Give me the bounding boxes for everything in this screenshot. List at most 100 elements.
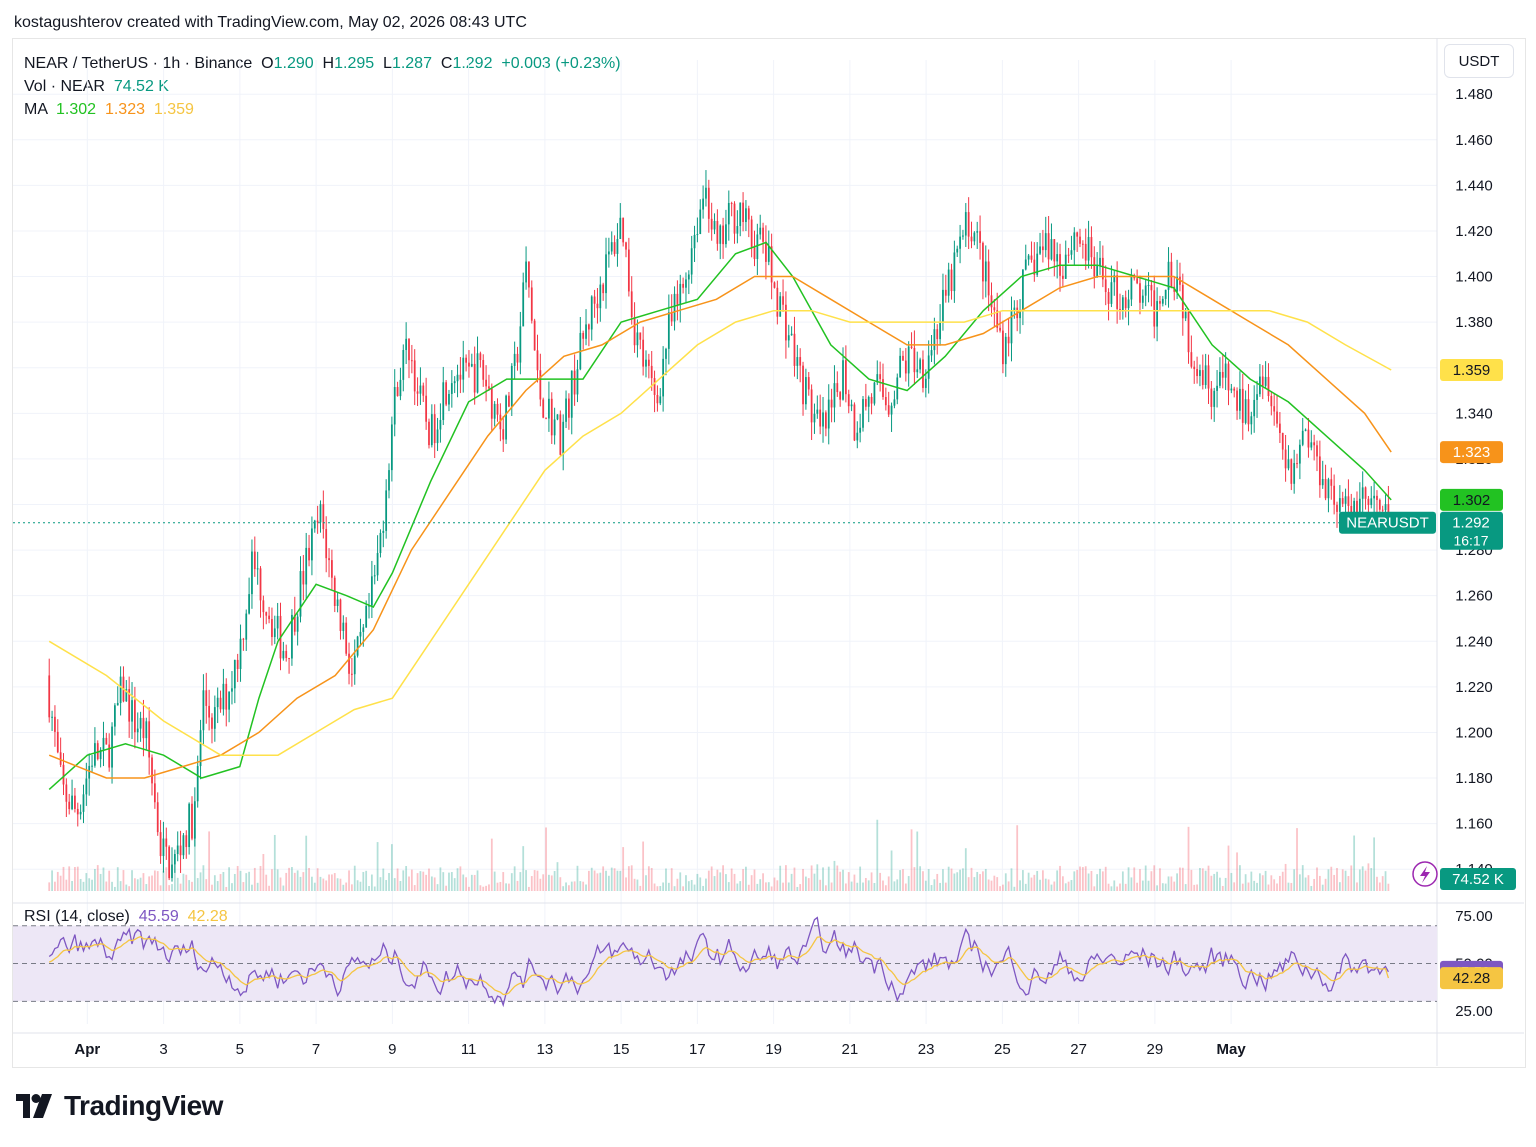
candle-body <box>1207 365 1210 389</box>
volume-bar <box>785 865 787 891</box>
volume-bar <box>1250 871 1253 891</box>
tradingview-logo[interactable]: TradingView <box>16 1090 223 1122</box>
volume-bar <box>793 867 796 891</box>
volume-bar <box>1101 871 1104 891</box>
candle-body <box>539 370 542 400</box>
candle-body <box>727 203 730 225</box>
volume-bar <box>702 885 704 891</box>
candle-body <box>305 547 308 585</box>
volume-bar <box>299 876 302 891</box>
candle-body <box>525 261 527 283</box>
volume-bar <box>593 870 596 891</box>
candle-body <box>399 379 402 397</box>
candle-body <box>1196 369 1198 377</box>
volume-bar <box>893 881 896 891</box>
candle-body <box>536 350 539 371</box>
candle-body <box>645 359 647 367</box>
volume-bar <box>622 847 625 891</box>
volume-bar <box>493 871 496 891</box>
volume-bar <box>425 874 428 891</box>
candle-body <box>902 355 904 361</box>
candle-body <box>916 369 919 373</box>
volume-bar <box>325 880 328 891</box>
candle-body <box>1027 255 1030 260</box>
candle-body <box>896 377 899 400</box>
candle-body <box>1370 498 1373 506</box>
candle-body <box>816 409 819 414</box>
volume-bar <box>1264 870 1267 891</box>
volume-bar <box>370 874 373 891</box>
volume-bar <box>319 876 322 891</box>
candle-body <box>1227 363 1230 391</box>
volume-bar <box>1307 875 1310 891</box>
candle-body <box>1104 279 1107 293</box>
price-tick-label: 1.380 <box>1455 314 1493 331</box>
volume-bar <box>942 869 944 891</box>
volume-bar <box>1281 871 1284 891</box>
volume-bar <box>990 880 993 891</box>
volume-bar <box>1296 828 1298 891</box>
volume-bar <box>607 875 610 891</box>
volume-bar <box>1176 873 1178 891</box>
last-price-tag: 1.292 <box>1452 515 1490 532</box>
volume-bar <box>1121 871 1124 891</box>
volume-bar <box>662 882 665 891</box>
legend-row-volume[interactable]: Vol · NEAR 74.52 K <box>24 75 621 98</box>
volume-bar <box>565 882 567 891</box>
volume-bar <box>884 885 887 891</box>
candle-body <box>782 296 784 305</box>
rsi-legend[interactable]: RSI (14, close) 45.59 42.28 <box>24 908 228 926</box>
currency-button[interactable]: USDT <box>1444 44 1514 78</box>
volume-bar <box>339 878 342 891</box>
volume-bar <box>168 885 171 891</box>
volume-bar <box>1327 869 1330 891</box>
volume-bar <box>950 868 953 891</box>
candle-body <box>1347 496 1350 506</box>
volume-bar <box>907 876 910 891</box>
volume-bar <box>1059 865 1061 891</box>
rsi-value: 45.59 <box>138 908 179 925</box>
candle-body <box>470 363 473 367</box>
volume-bar <box>1321 884 1324 891</box>
volume-bar <box>442 872 445 891</box>
time-tick-label: 3 <box>159 1041 167 1058</box>
volume-bar <box>205 879 208 891</box>
volume-bar <box>750 875 753 891</box>
candle-body <box>1061 275 1064 279</box>
candle-body <box>153 783 156 803</box>
candle-body <box>488 386 490 389</box>
candle-body <box>1279 423 1281 433</box>
candle-body <box>496 403 499 415</box>
volume-bar <box>844 883 847 891</box>
volume-bar <box>122 870 125 891</box>
candle-body <box>208 705 211 718</box>
candle-body <box>322 504 325 530</box>
low-value: 1.287 <box>391 55 432 72</box>
volume-bar <box>499 881 502 891</box>
volume-bar <box>822 867 824 891</box>
high-value: 1.295 <box>334 55 375 72</box>
candle-body <box>1136 278 1139 284</box>
candle-body <box>607 251 610 255</box>
candle-body <box>1144 285 1147 296</box>
candle-body <box>142 717 145 739</box>
candle-body <box>1093 257 1096 277</box>
candle-body <box>1002 330 1004 365</box>
volume-bar <box>930 885 933 891</box>
candle-body <box>910 346 913 348</box>
volume-bar <box>533 870 536 891</box>
volume-bar <box>1033 874 1036 891</box>
volume-bar <box>79 878 82 891</box>
volume-bar <box>1207 865 1210 891</box>
candle-body <box>271 619 273 638</box>
volume-bar <box>636 879 639 891</box>
candle-body <box>1364 487 1367 499</box>
candle-body <box>1199 370 1201 377</box>
candle-body <box>242 638 245 640</box>
volume-bar <box>1167 876 1170 891</box>
volume-bar <box>65 879 68 891</box>
volume-bar <box>382 868 385 891</box>
volume-bar <box>647 866 650 891</box>
symbol-label[interactable]: NEAR / TetherUS · 1h · Binance <box>24 55 253 72</box>
